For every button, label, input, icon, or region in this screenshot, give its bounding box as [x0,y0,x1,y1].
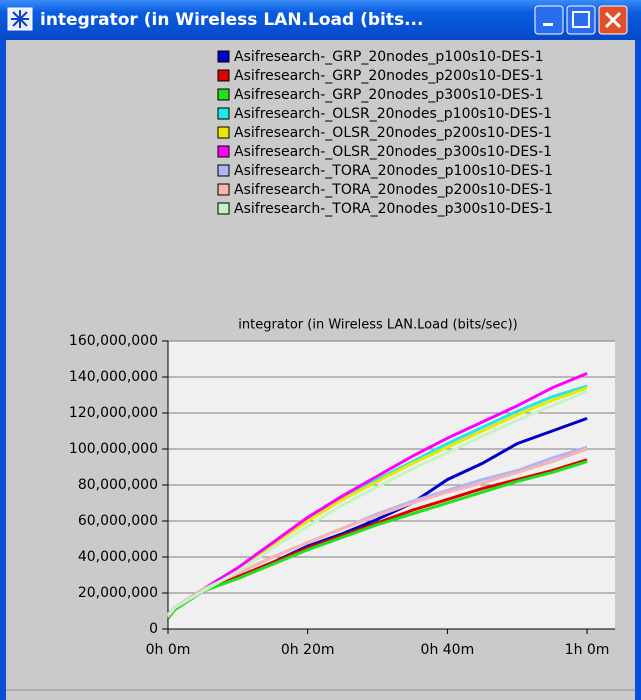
series-line [166,390,588,616]
legend-swatch [217,183,230,196]
legend-label: Asifresearch-_TORA_20nodes_p300s10-DES-1 [234,201,553,217]
legend-label: Asifresearch-_TORA_20nodes_p200s10-DES-1 [234,182,553,198]
legend-label: Asifresearch-_OLSR_20nodes_p200s10-DES-1 [234,125,552,141]
y-tick-label: 120,000,000 [69,405,158,421]
minimize-glyph [543,23,553,26]
y-tick-label: 0 [149,621,158,637]
y-tick-label: 40,000,000 [78,549,158,565]
y-tick-label: 80,000,000 [78,477,158,493]
y-tick-label: 160,000,000 [69,333,158,349]
legend-swatch [217,126,230,139]
legend-label: Asifresearch-_GRP_20nodes_p300s10-DES-1 [234,87,544,103]
legend-swatch [217,164,230,177]
maximize-glyph [572,11,590,28]
legend-label: Asifresearch-_OLSR_20nodes_p100s10-DES-1 [234,106,552,122]
legend-swatch [217,69,230,82]
x-tick-label: 0h 40m [421,642,475,658]
legend-swatch [217,107,230,120]
title-bar [0,0,641,40]
legend-label: Asifresearch-_TORA_20nodes_p100s10-DES-1 [234,163,553,179]
y-tick-label: 100,000,000 [69,441,158,457]
legend-label: Asifresearch-_GRP_20nodes_p100s10-DES-1 [234,49,544,65]
legend-swatch [217,50,230,63]
legend-label: Asifresearch-_GRP_20nodes_p200s10-DES-1 [234,68,544,84]
legend-swatch [217,88,230,101]
x-tick-label: 0h 20m [281,642,335,658]
x-tick-label: 0h 0m [146,642,191,658]
y-tick-label: 140,000,000 [69,369,158,385]
legend-label: Asifresearch-_OLSR_20nodes_p300s10-DES-1 [234,144,552,160]
chart-title: integrator (in Wireless LAN.Load (bits/s… [238,318,517,333]
y-tick-label: 20,000,000 [78,585,158,601]
y-tick-label: 60,000,000 [78,513,158,529]
maximize-button[interactable] [566,5,596,35]
x-tick-label: 1h 0m [565,642,610,658]
app-icon-glyph [11,10,29,28]
close-glyph [604,11,622,29]
window-title: integrator (in Wireless LAN.Load (bits..… [40,10,423,30]
legend-swatch [217,202,230,215]
minimize-button[interactable] [534,5,564,35]
legend-swatch [217,145,230,158]
